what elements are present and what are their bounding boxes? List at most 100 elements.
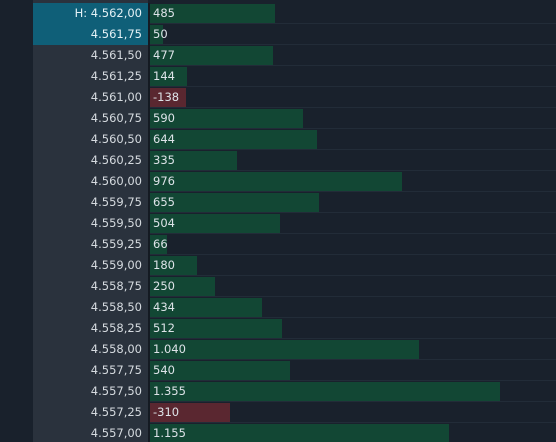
column-divider (148, 255, 150, 276)
volume-label: 1.040 (153, 342, 186, 356)
ladder-row[interactable]: 4.558,00 1.040 (0, 339, 556, 360)
volume-cell[interactable]: 504 (150, 213, 556, 234)
order-column-cell[interactable] (0, 213, 33, 234)
volume-cell[interactable]: 540 (150, 360, 556, 381)
volume-cell[interactable]: 335 (150, 150, 556, 171)
order-column-cell[interactable] (0, 24, 33, 45)
ladder-row[interactable]: 4.559,25 66 (0, 234, 556, 255)
ladder-row[interactable]: 4.558,25 512 (0, 318, 556, 339)
price-cell[interactable]: 4.559,50 (33, 213, 148, 234)
column-divider (148, 234, 150, 255)
volume-label: 485 (153, 6, 175, 20)
ladder-row[interactable]: H: 4.562,00 485 (0, 3, 556, 24)
volume-cell[interactable]: 1.155 (150, 423, 556, 442)
volume-cell[interactable]: 976 (150, 171, 556, 192)
order-column-cell[interactable] (0, 45, 33, 66)
positive-volume-bar (150, 130, 317, 149)
ladder-row[interactable]: 4.557,00 1.155 (0, 423, 556, 442)
positive-volume-bar (150, 340, 419, 359)
order-column-cell[interactable] (0, 276, 33, 297)
order-column-cell[interactable] (0, 192, 33, 213)
order-column-cell[interactable] (0, 66, 33, 87)
order-column-cell[interactable] (0, 108, 33, 129)
volume-cell[interactable]: 655 (150, 192, 556, 213)
volume-cell[interactable]: 66 (150, 234, 556, 255)
order-column-cell[interactable] (0, 423, 33, 442)
volume-cell[interactable]: -310 (150, 402, 556, 423)
ladder-row[interactable]: 4.561,50 477 (0, 45, 556, 66)
column-divider (148, 150, 150, 171)
ladder-row[interactable]: 4.560,25 335 (0, 150, 556, 171)
order-column-cell[interactable] (0, 129, 33, 150)
ladder-row[interactable]: 4.560,50 644 (0, 129, 556, 150)
order-column-cell[interactable] (0, 171, 33, 192)
column-divider (148, 171, 150, 192)
price-cell[interactable]: 4.558,50 (33, 297, 148, 318)
volume-cell[interactable]: 180 (150, 255, 556, 276)
volume-cell[interactable]: 477 (150, 45, 556, 66)
price-cell[interactable]: 4.559,25 (33, 234, 148, 255)
ladder-row[interactable]: 4.561,75 50 (0, 24, 556, 45)
positive-volume-bar (150, 382, 500, 401)
order-column-cell[interactable] (0, 402, 33, 423)
column-divider (148, 318, 150, 339)
volume-cell[interactable]: 50 (150, 24, 556, 45)
volume-cell[interactable]: 434 (150, 297, 556, 318)
ladder-row[interactable]: 4.559,00 180 (0, 255, 556, 276)
price-cell[interactable]: 4.557,50 (33, 381, 148, 402)
order-column-cell[interactable] (0, 87, 33, 108)
price-cell[interactable]: 4.558,00 (33, 339, 148, 360)
order-column-cell[interactable] (0, 234, 33, 255)
price-cell[interactable]: 4.561,00 (33, 87, 148, 108)
volume-cell[interactable]: 1.355 (150, 381, 556, 402)
column-divider (148, 87, 150, 108)
volume-cell[interactable]: 144 (150, 66, 556, 87)
volume-cell[interactable]: 644 (150, 129, 556, 150)
order-column-cell[interactable] (0, 3, 33, 24)
order-column-cell[interactable] (0, 318, 33, 339)
volume-label: 335 (153, 153, 175, 167)
price-cell[interactable]: 4.557,25 (33, 402, 148, 423)
volume-label: 50 (153, 27, 168, 41)
price-cell[interactable]: 4.559,75 (33, 192, 148, 213)
volume-cell[interactable]: -138 (150, 87, 556, 108)
ladder-row[interactable]: 4.559,50 504 (0, 213, 556, 234)
order-column-cell[interactable] (0, 339, 33, 360)
ladder-row[interactable]: 4.558,75 250 (0, 276, 556, 297)
ladder-row[interactable]: 4.557,25 -310 (0, 402, 556, 423)
volume-cell[interactable]: 1.040 (150, 339, 556, 360)
negative-volume-bar (150, 403, 230, 422)
volume-cell[interactable]: 485 (150, 3, 556, 24)
order-column-cell[interactable] (0, 255, 33, 276)
price-cell-highlighted[interactable]: 4.561,75 (33, 24, 148, 45)
price-cell[interactable]: 4.558,75 (33, 276, 148, 297)
order-column-cell[interactable] (0, 360, 33, 381)
price-cell[interactable]: 4.560,50 (33, 129, 148, 150)
order-column-cell[interactable] (0, 381, 33, 402)
order-column-cell[interactable] (0, 150, 33, 171)
ladder-row[interactable]: 4.558,50 434 (0, 297, 556, 318)
price-cell-highlighted[interactable]: H: 4.562,00 (33, 3, 148, 24)
price-cell[interactable]: 4.561,50 (33, 45, 148, 66)
price-cell[interactable]: 4.560,75 (33, 108, 148, 129)
price-cell[interactable]: 4.561,25 (33, 66, 148, 87)
price-cell[interactable]: 4.558,25 (33, 318, 148, 339)
price-cell[interactable]: 4.557,00 (33, 423, 148, 442)
ladder-row[interactable]: 4.557,50 1.355 (0, 381, 556, 402)
price-cell[interactable]: 4.560,25 (33, 150, 148, 171)
ladder-row[interactable]: 4.557,75 540 (0, 360, 556, 381)
volume-cell[interactable]: 512 (150, 318, 556, 339)
price-cell[interactable]: 4.560,00 (33, 171, 148, 192)
order-column-cell[interactable] (0, 297, 33, 318)
price-cell[interactable]: 4.557,75 (33, 360, 148, 381)
ladder-row[interactable]: 4.561,00 -138 (0, 87, 556, 108)
volume-cell[interactable]: 590 (150, 108, 556, 129)
ladder-row[interactable]: 4.560,75 590 (0, 108, 556, 129)
positive-volume-bar (150, 214, 280, 233)
ladder-row[interactable]: 4.561,25 144 (0, 66, 556, 87)
volume-cell[interactable]: 250 (150, 276, 556, 297)
price-cell[interactable]: 4.559,00 (33, 255, 148, 276)
ladder-row[interactable]: 4.560,00 976 (0, 171, 556, 192)
ladder-row[interactable]: 4.559,75 655 (0, 192, 556, 213)
